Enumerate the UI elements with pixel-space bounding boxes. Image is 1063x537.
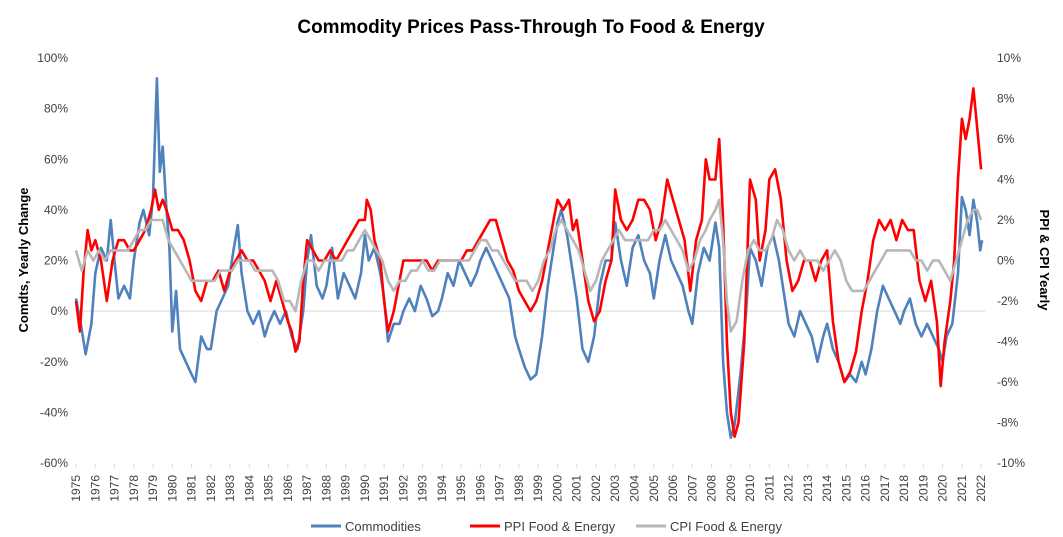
left-tick-label: -60% [40, 456, 68, 470]
x-tick-label: 2004 [627, 475, 641, 502]
series-line-commodities [74, 77, 984, 439]
x-tick-label: 2021 [955, 475, 969, 502]
x-tick-label: 1999 [531, 475, 545, 502]
legend: Commodities PPI Food & Energy CPI Food & E… [311, 519, 782, 534]
x-tick-label: 1987 [300, 475, 314, 502]
left-axis-ticks: -60% -40% -20% 0% 20% 40% 60% 80% 100% [37, 51, 68, 470]
x-tick-label: 2010 [743, 475, 757, 502]
x-tick-label: 1994 [435, 475, 449, 502]
right-tick-label: -6% [997, 375, 1019, 389]
x-tick-label: 2016 [859, 475, 873, 502]
x-tick-label: 1977 [108, 475, 122, 502]
x-tick-label: 1982 [204, 475, 218, 502]
left-tick-label: -20% [40, 355, 68, 369]
right-tick-label: -8% [997, 416, 1019, 430]
right-tick-label: 4% [997, 173, 1015, 187]
x-tick-label: 1988 [319, 475, 333, 502]
legend-label-cpi-food-energy: CPI Food & Energy [670, 519, 782, 534]
right-axis-ticks: -10% -8% -6% -4% -2% 0% 2% 4% 6% 8% 10% [997, 51, 1025, 470]
x-tick-label: 2018 [897, 475, 911, 502]
x-tick-label: 1991 [377, 475, 391, 502]
x-tick-label: 1980 [165, 475, 179, 502]
left-axis-label: Comdts, Yearly Change [16, 188, 31, 333]
x-tick-label: 2011 [762, 475, 776, 501]
left-tick-label: 60% [44, 152, 68, 166]
x-tick-label: 1998 [512, 475, 526, 502]
x-tick-label: 2012 [782, 475, 796, 502]
x-tick-label: 2003 [608, 475, 622, 502]
x-tick-label: 1993 [416, 475, 430, 502]
x-tick-label: 2013 [801, 475, 815, 502]
x-tick-label: 1990 [358, 475, 372, 502]
x-tick-label: 1989 [339, 475, 353, 502]
right-tick-label: 10% [997, 51, 1021, 65]
legend-label-ppi-food-energy: PPI Food & Energy [504, 519, 616, 534]
left-tick-label: 100% [37, 51, 68, 65]
x-tick-label: 2022 [974, 475, 988, 502]
x-tick-label: 1984 [242, 475, 256, 502]
x-axis-ticks: 1975 1976 1977 1978 1979 1980 1981 1982 1983 1984… [69, 464, 988, 502]
right-tick-label: -10% [997, 456, 1025, 470]
x-tick-label: 1995 [454, 475, 468, 502]
x-tick-label: 1996 [473, 475, 487, 502]
x-tick-label: 1981 [185, 475, 199, 502]
x-tick-label: 2020 [936, 475, 950, 502]
x-tick-label: 1976 [88, 475, 102, 502]
legend-label-commodities: Commodities [345, 519, 421, 534]
right-tick-label: -4% [997, 335, 1019, 349]
series-group [74, 77, 984, 439]
right-tick-label: 0% [997, 254, 1015, 268]
x-tick-label: 2000 [550, 475, 564, 502]
x-tick-label: 1978 [127, 475, 141, 502]
x-tick-label: 1985 [262, 475, 276, 502]
right-tick-label: 8% [997, 92, 1015, 106]
x-tick-label: 2014 [820, 475, 834, 502]
x-tick-label: 1997 [493, 475, 507, 502]
x-tick-label: 1992 [396, 475, 410, 502]
series-line-ppi-food-energy [74, 87, 983, 438]
right-tick-label: -2% [997, 294, 1019, 308]
x-tick-label: 1975 [69, 475, 83, 502]
x-tick-label: 1986 [281, 475, 295, 502]
right-axis-label: PPI & CPI Yearly [1037, 210, 1052, 312]
x-tick-label: 2006 [666, 475, 680, 502]
left-tick-label: -40% [40, 405, 68, 419]
x-tick-label: 2002 [589, 475, 603, 502]
left-tick-label: 0% [51, 304, 69, 318]
x-tick-label: 2015 [839, 475, 853, 502]
x-tick-label: 2019 [916, 475, 930, 502]
x-tick-label: 2008 [705, 475, 719, 502]
x-tick-label: 1979 [146, 475, 160, 502]
x-tick-label: 2005 [647, 475, 661, 502]
left-tick-label: 40% [44, 203, 68, 217]
x-tick-label: 2017 [878, 475, 892, 502]
right-tick-label: 6% [997, 132, 1015, 146]
right-tick-label: 2% [997, 213, 1015, 227]
x-tick-label: 1983 [223, 475, 237, 502]
left-tick-label: 80% [44, 102, 68, 116]
chart-title: Commodity Prices Pass-Through To Food & … [297, 17, 765, 38]
left-tick-label: 20% [44, 254, 68, 268]
x-tick-label: 2001 [570, 475, 584, 502]
x-tick-label: 2009 [724, 475, 738, 502]
series-line-cpi-food-energy [74, 198, 983, 333]
x-tick-label: 2007 [685, 475, 699, 502]
